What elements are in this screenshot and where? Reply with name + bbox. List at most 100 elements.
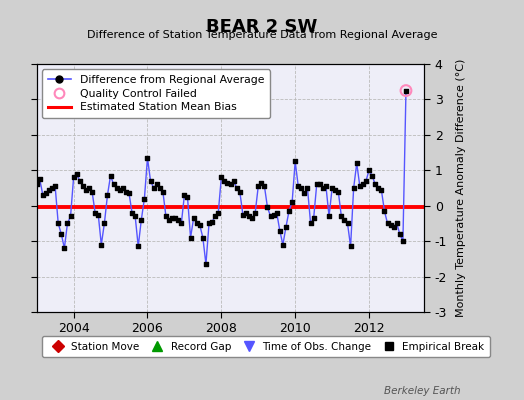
Point bbox=[251, 210, 259, 216]
Point bbox=[125, 190, 133, 196]
Point bbox=[319, 185, 327, 191]
Point bbox=[368, 172, 376, 179]
Point bbox=[60, 245, 69, 252]
Point bbox=[337, 213, 345, 220]
Point bbox=[79, 183, 87, 190]
Point bbox=[128, 210, 136, 216]
Point bbox=[75, 178, 84, 184]
Point bbox=[214, 210, 223, 216]
Point bbox=[91, 210, 100, 216]
Point bbox=[168, 215, 176, 221]
Point bbox=[402, 87, 410, 94]
Point bbox=[380, 208, 389, 214]
Point bbox=[156, 185, 164, 191]
Point bbox=[389, 224, 398, 230]
Point bbox=[257, 180, 266, 186]
Point bbox=[353, 160, 361, 166]
Point bbox=[377, 186, 386, 193]
Point bbox=[285, 208, 293, 214]
Point bbox=[113, 185, 121, 191]
Point bbox=[276, 227, 284, 234]
Point bbox=[199, 234, 207, 241]
Point bbox=[48, 185, 56, 191]
Legend: Station Move, Record Gap, Time of Obs. Change, Empirical Break: Station Move, Record Gap, Time of Obs. C… bbox=[42, 336, 490, 357]
Point bbox=[340, 217, 348, 223]
Point bbox=[392, 220, 401, 227]
Point bbox=[334, 188, 343, 195]
Point bbox=[187, 234, 195, 241]
Point bbox=[72, 171, 81, 177]
Point bbox=[174, 217, 182, 223]
Point bbox=[223, 180, 232, 186]
Point bbox=[51, 183, 59, 190]
Point bbox=[192, 220, 201, 227]
Point bbox=[36, 176, 44, 182]
Point bbox=[82, 186, 90, 193]
Point bbox=[279, 242, 287, 248]
Point bbox=[162, 213, 170, 220]
Point bbox=[303, 185, 312, 191]
Point bbox=[346, 243, 355, 250]
Point bbox=[217, 174, 225, 180]
Point bbox=[118, 185, 127, 191]
Point bbox=[328, 185, 336, 191]
Point bbox=[226, 181, 235, 188]
Point bbox=[294, 183, 302, 190]
Point bbox=[260, 183, 269, 190]
Point bbox=[312, 181, 321, 188]
Point bbox=[85, 185, 93, 191]
Point bbox=[116, 186, 124, 193]
Point bbox=[272, 210, 281, 216]
Point bbox=[402, 87, 410, 94]
Point bbox=[282, 224, 290, 230]
Point bbox=[310, 215, 318, 221]
Point bbox=[365, 167, 373, 174]
Point bbox=[291, 158, 299, 165]
Text: Berkeley Earth: Berkeley Earth bbox=[385, 386, 461, 396]
Point bbox=[137, 217, 146, 223]
Point bbox=[343, 220, 352, 227]
Point bbox=[362, 178, 370, 184]
Point bbox=[248, 215, 256, 221]
Point bbox=[396, 231, 404, 237]
Point bbox=[359, 181, 367, 188]
Point bbox=[32, 181, 41, 188]
Point bbox=[331, 186, 340, 193]
Point bbox=[386, 222, 395, 228]
Point bbox=[297, 185, 305, 191]
Point bbox=[384, 220, 392, 227]
Point bbox=[106, 172, 115, 179]
Point bbox=[143, 155, 151, 161]
Point bbox=[245, 213, 253, 220]
Point bbox=[152, 181, 161, 188]
Point bbox=[374, 185, 383, 191]
Point bbox=[266, 213, 275, 220]
Point bbox=[230, 178, 238, 184]
Point bbox=[57, 231, 66, 237]
Point bbox=[94, 211, 102, 218]
Point bbox=[69, 174, 78, 180]
Point bbox=[131, 213, 139, 220]
Point bbox=[288, 199, 296, 205]
Point bbox=[63, 220, 72, 227]
Point bbox=[300, 190, 309, 196]
Point bbox=[325, 213, 333, 220]
Point bbox=[242, 210, 250, 216]
Point bbox=[220, 178, 228, 184]
Text: BEAR 2 SW: BEAR 2 SW bbox=[206, 18, 318, 36]
Point bbox=[399, 238, 407, 244]
Point bbox=[45, 186, 53, 193]
Point bbox=[202, 261, 210, 267]
Point bbox=[254, 183, 263, 190]
Point bbox=[134, 243, 143, 250]
Point bbox=[165, 217, 173, 223]
Point bbox=[195, 222, 204, 228]
Point bbox=[269, 211, 278, 218]
Point bbox=[263, 204, 271, 211]
Point bbox=[67, 213, 75, 220]
Point bbox=[350, 185, 358, 191]
Point bbox=[177, 220, 185, 227]
Point bbox=[211, 213, 220, 220]
Point bbox=[171, 215, 179, 221]
Point bbox=[88, 188, 96, 195]
